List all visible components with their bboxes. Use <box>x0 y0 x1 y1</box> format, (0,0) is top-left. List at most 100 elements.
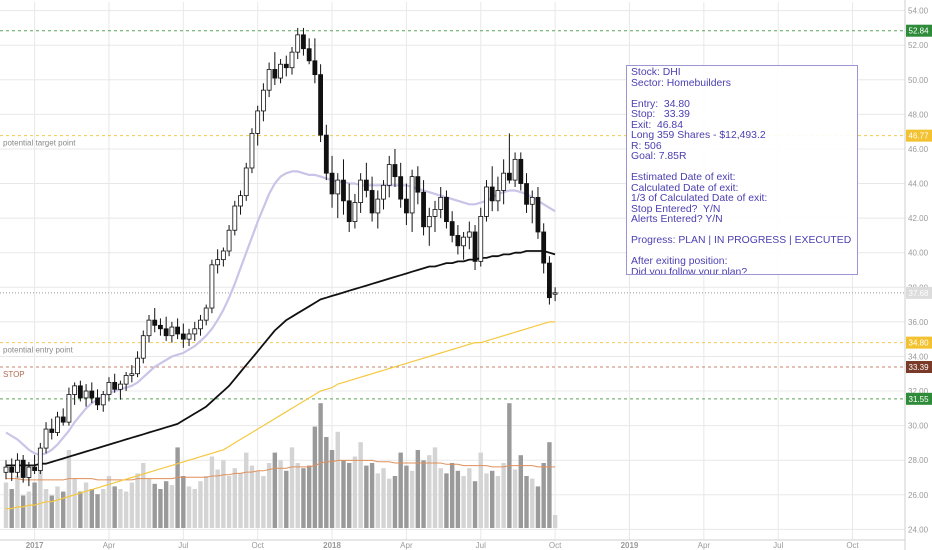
candle-body <box>421 191 426 228</box>
candle-body <box>506 172 512 181</box>
volume-bar <box>347 463 352 528</box>
candle-body <box>535 196 541 233</box>
x-tick-label: Jul <box>773 541 783 550</box>
candle-body <box>89 390 95 399</box>
candle-body <box>386 164 392 186</box>
candle-body <box>438 196 444 210</box>
candle <box>301 27 306 56</box>
candle <box>518 152 524 191</box>
price-badge-last <box>906 286 932 299</box>
candle <box>449 211 455 243</box>
candle-body <box>398 176 404 200</box>
candle-body <box>203 307 209 321</box>
volume-bar <box>146 478 152 528</box>
volume-bar <box>266 463 272 528</box>
trade-plan-note[interactable]: Stock: DHI Sector: Homebuilders Entry: 34.… <box>626 65 858 275</box>
candle <box>295 27 301 60</box>
candle-body <box>524 183 529 205</box>
candle <box>55 411 60 436</box>
black-moving-average <box>6 250 556 467</box>
volume-bar <box>118 489 123 528</box>
candle-body <box>501 172 507 191</box>
volume-bar <box>501 463 506 528</box>
candle-body <box>146 319 152 337</box>
candle <box>415 166 421 205</box>
volume-bar <box>512 469 518 528</box>
volume-bar <box>284 470 289 528</box>
candle <box>243 162 249 201</box>
horizontal-levels: potential target point potential entry po… <box>0 30 905 400</box>
price-badge-text-high: 52.84 <box>909 27 930 36</box>
candle-body <box>243 167 249 197</box>
volume-bar <box>238 473 243 528</box>
candle <box>158 318 163 336</box>
candle <box>318 64 324 143</box>
plan-note-line: Stop Entered? Y/N <box>631 203 721 215</box>
candle <box>392 148 398 188</box>
volume-bar <box>289 447 295 528</box>
volume-bar <box>215 469 220 528</box>
candle-body <box>220 250 226 261</box>
candle-body <box>3 466 9 473</box>
y-tick-label: 44.00 <box>908 180 929 189</box>
volume-bar <box>95 494 100 528</box>
x-tick-label: Apr <box>103 541 116 550</box>
volume-bar <box>72 478 77 528</box>
candle-body <box>489 186 495 202</box>
candle <box>37 442 43 475</box>
candle <box>278 59 283 84</box>
plan-note-line: After exiting position: <box>631 256 728 267</box>
volume-bar <box>552 515 558 528</box>
candle-body <box>32 466 37 471</box>
candle <box>163 316 169 341</box>
plan-note-line: Entry: 34.80 <box>631 98 690 110</box>
candle-body <box>478 215 484 262</box>
candle <box>369 176 375 222</box>
candle-body <box>415 176 421 193</box>
candle <box>72 382 78 405</box>
plan-note-line: Goal: 7.85R <box>631 151 687 162</box>
plan-note-line: Did you follow your plan? <box>631 266 748 275</box>
y-tick-label: 24.00 <box>908 525 929 534</box>
candle <box>60 408 66 426</box>
volume-bar <box>20 495 26 528</box>
x-tick-label: Jul <box>476 541 486 550</box>
volume-bar <box>158 489 163 528</box>
candle-body <box>392 164 398 178</box>
candle-body <box>209 264 215 309</box>
candle-body <box>198 319 203 330</box>
candle <box>495 176 501 212</box>
candle-body <box>83 390 89 399</box>
y-tick-label: 42.00 <box>908 214 929 223</box>
x-tick-label: 2017 <box>26 541 44 550</box>
volume-bar <box>43 489 49 528</box>
candle-body <box>466 231 472 238</box>
candle-body <box>518 158 524 184</box>
volume-bar <box>169 485 175 528</box>
volume-bar <box>141 463 146 528</box>
volume-bar <box>175 447 180 528</box>
y-tick-label: 26.00 <box>908 491 929 500</box>
candle-body <box>495 190 501 202</box>
volume-moving-average <box>6 459 556 481</box>
candle <box>220 247 226 267</box>
candle-body <box>226 229 232 252</box>
candle <box>409 169 415 232</box>
candle <box>547 256 552 305</box>
candle <box>77 380 83 402</box>
candle <box>3 460 9 480</box>
volume-bar <box>61 491 66 528</box>
price-badge-stop <box>906 360 932 373</box>
candle-body <box>180 333 186 340</box>
volume-bar <box>432 447 438 528</box>
candle-body <box>278 63 283 79</box>
price-axis-bg <box>905 0 932 550</box>
volume-bar <box>329 450 335 528</box>
price-badges: 46.77 34.80 33.39 52.84 31.55 37.68 <box>906 24 932 405</box>
volume-bar <box>221 460 226 528</box>
candle <box>32 455 37 475</box>
plan-note-line: Long 359 Shares - $12,493.2 <box>631 130 766 141</box>
plan-note-line: Stock: DHI <box>631 67 681 78</box>
